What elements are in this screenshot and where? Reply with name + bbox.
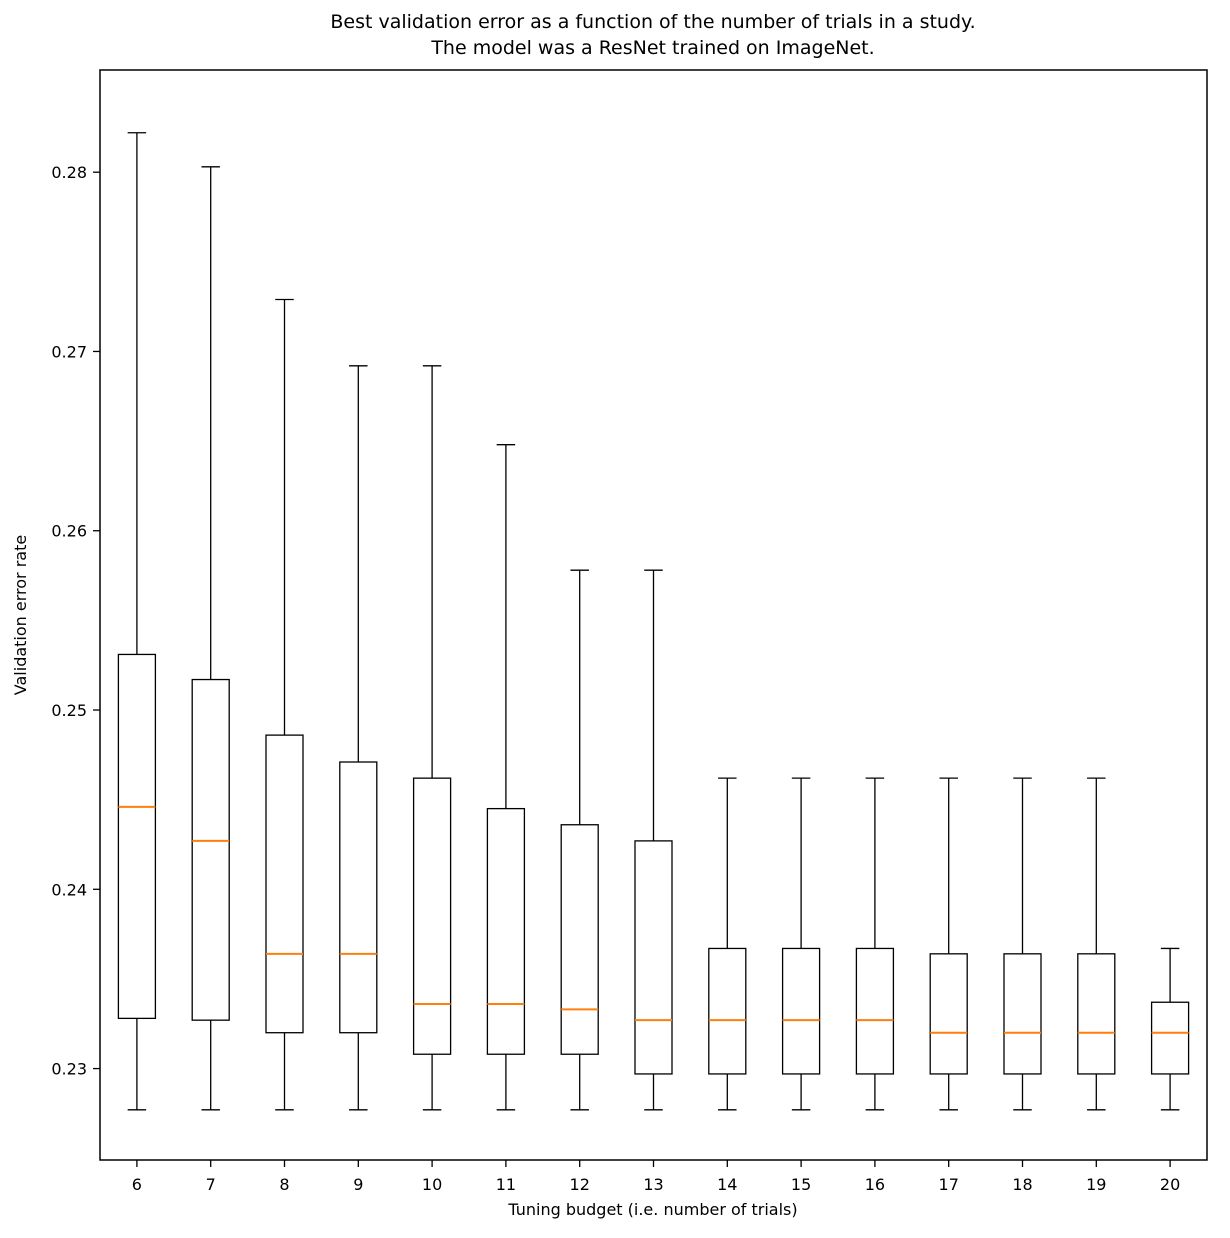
y-tick-label: 0.24 bbox=[51, 880, 87, 899]
iqr-box bbox=[191, 678, 230, 1021]
x-tick-label: 17 bbox=[939, 1175, 959, 1194]
plot-content: 0.23 0.24 0.25 0.26 0.27 0.28 6 7 8 9 10 11 12 13 14 15… bbox=[51, 132, 1190, 1194]
iqr-box bbox=[1150, 1001, 1190, 1075]
y-tick-label: 0.23 bbox=[51, 1060, 87, 1079]
iqr-box bbox=[708, 947, 747, 1075]
iqr-box bbox=[117, 653, 157, 1020]
x-tick-label: 14 bbox=[717, 1175, 737, 1194]
x-tick-label: 19 bbox=[1086, 1175, 1106, 1194]
iqr-box bbox=[929, 953, 968, 1075]
iqr-box bbox=[1077, 953, 1116, 1075]
iqr-box bbox=[265, 734, 304, 1034]
iqr-box bbox=[339, 761, 378, 1034]
iqr-box bbox=[1003, 953, 1042, 1075]
y-axis-label: Validation error rate bbox=[11, 535, 30, 695]
y-tick-label: 0.25 bbox=[51, 701, 87, 720]
iqr-box bbox=[781, 947, 821, 1075]
x-axis-label: Tuning budget (i.e. number of trials) bbox=[507, 1200, 797, 1219]
x-tick-label: 12 bbox=[570, 1175, 590, 1194]
x-tick-label: 11 bbox=[496, 1175, 516, 1194]
y-tick-label: 0.28 bbox=[51, 163, 87, 182]
chart-title-line1: Best validation error as a function of t… bbox=[330, 11, 975, 33]
x-tick-label: 8 bbox=[279, 1175, 289, 1194]
x-tick-label: 20 bbox=[1160, 1175, 1180, 1194]
y-tick-label: 0.27 bbox=[51, 342, 87, 361]
x-tick-label: 15 bbox=[791, 1175, 811, 1194]
x-tick-label: 9 bbox=[353, 1175, 363, 1194]
x-tick-label: 6 bbox=[132, 1175, 142, 1194]
iqr-box bbox=[560, 824, 599, 1055]
iqr-box bbox=[855, 947, 895, 1075]
iqr-box bbox=[634, 840, 673, 1075]
x-tick-label: 7 bbox=[206, 1175, 216, 1194]
iqr-box bbox=[486, 807, 526, 1055]
x-tick-label: 13 bbox=[643, 1175, 663, 1194]
x-tick-label: 16 bbox=[865, 1175, 885, 1194]
chart-title-line2: The model was a ResNet trained on ImageN… bbox=[430, 37, 874, 59]
iqr-box bbox=[412, 777, 452, 1055]
x-tick-label: 10 bbox=[422, 1175, 442, 1194]
x-tick-label: 18 bbox=[1012, 1175, 1032, 1194]
y-tick-label: 0.26 bbox=[51, 522, 87, 541]
